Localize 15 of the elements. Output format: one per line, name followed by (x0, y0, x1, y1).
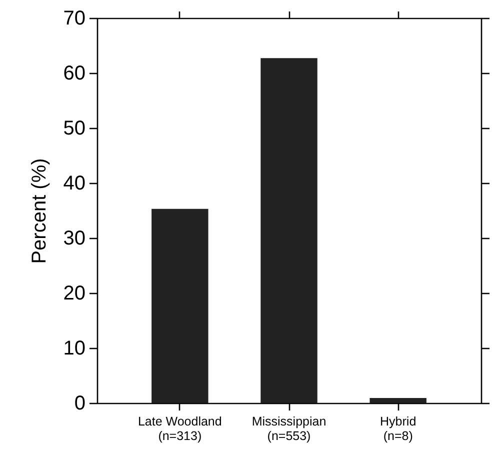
x-tick-label: Late Woodland (n=313) (138, 414, 222, 443)
y-tick-label: 10 (63, 338, 86, 360)
x-tick-label: Hybrid (n=8) (380, 414, 416, 443)
y-tick-label: 60 (63, 62, 86, 84)
y-tick-label: 40 (63, 172, 86, 194)
x-tick-label: Mississippian (n=553) (252, 414, 326, 443)
bar (152, 208, 208, 403)
bar (260, 58, 318, 403)
y-tick-label: 0 (74, 392, 86, 414)
y-tick-label: 50 (63, 118, 86, 140)
y-tick-label: 70 (63, 8, 86, 30)
y-tick-label: 20 (63, 282, 86, 304)
y-tick-label: 30 (63, 228, 86, 250)
bar (370, 398, 426, 403)
y-axis-title: Percent (%) (28, 158, 50, 264)
